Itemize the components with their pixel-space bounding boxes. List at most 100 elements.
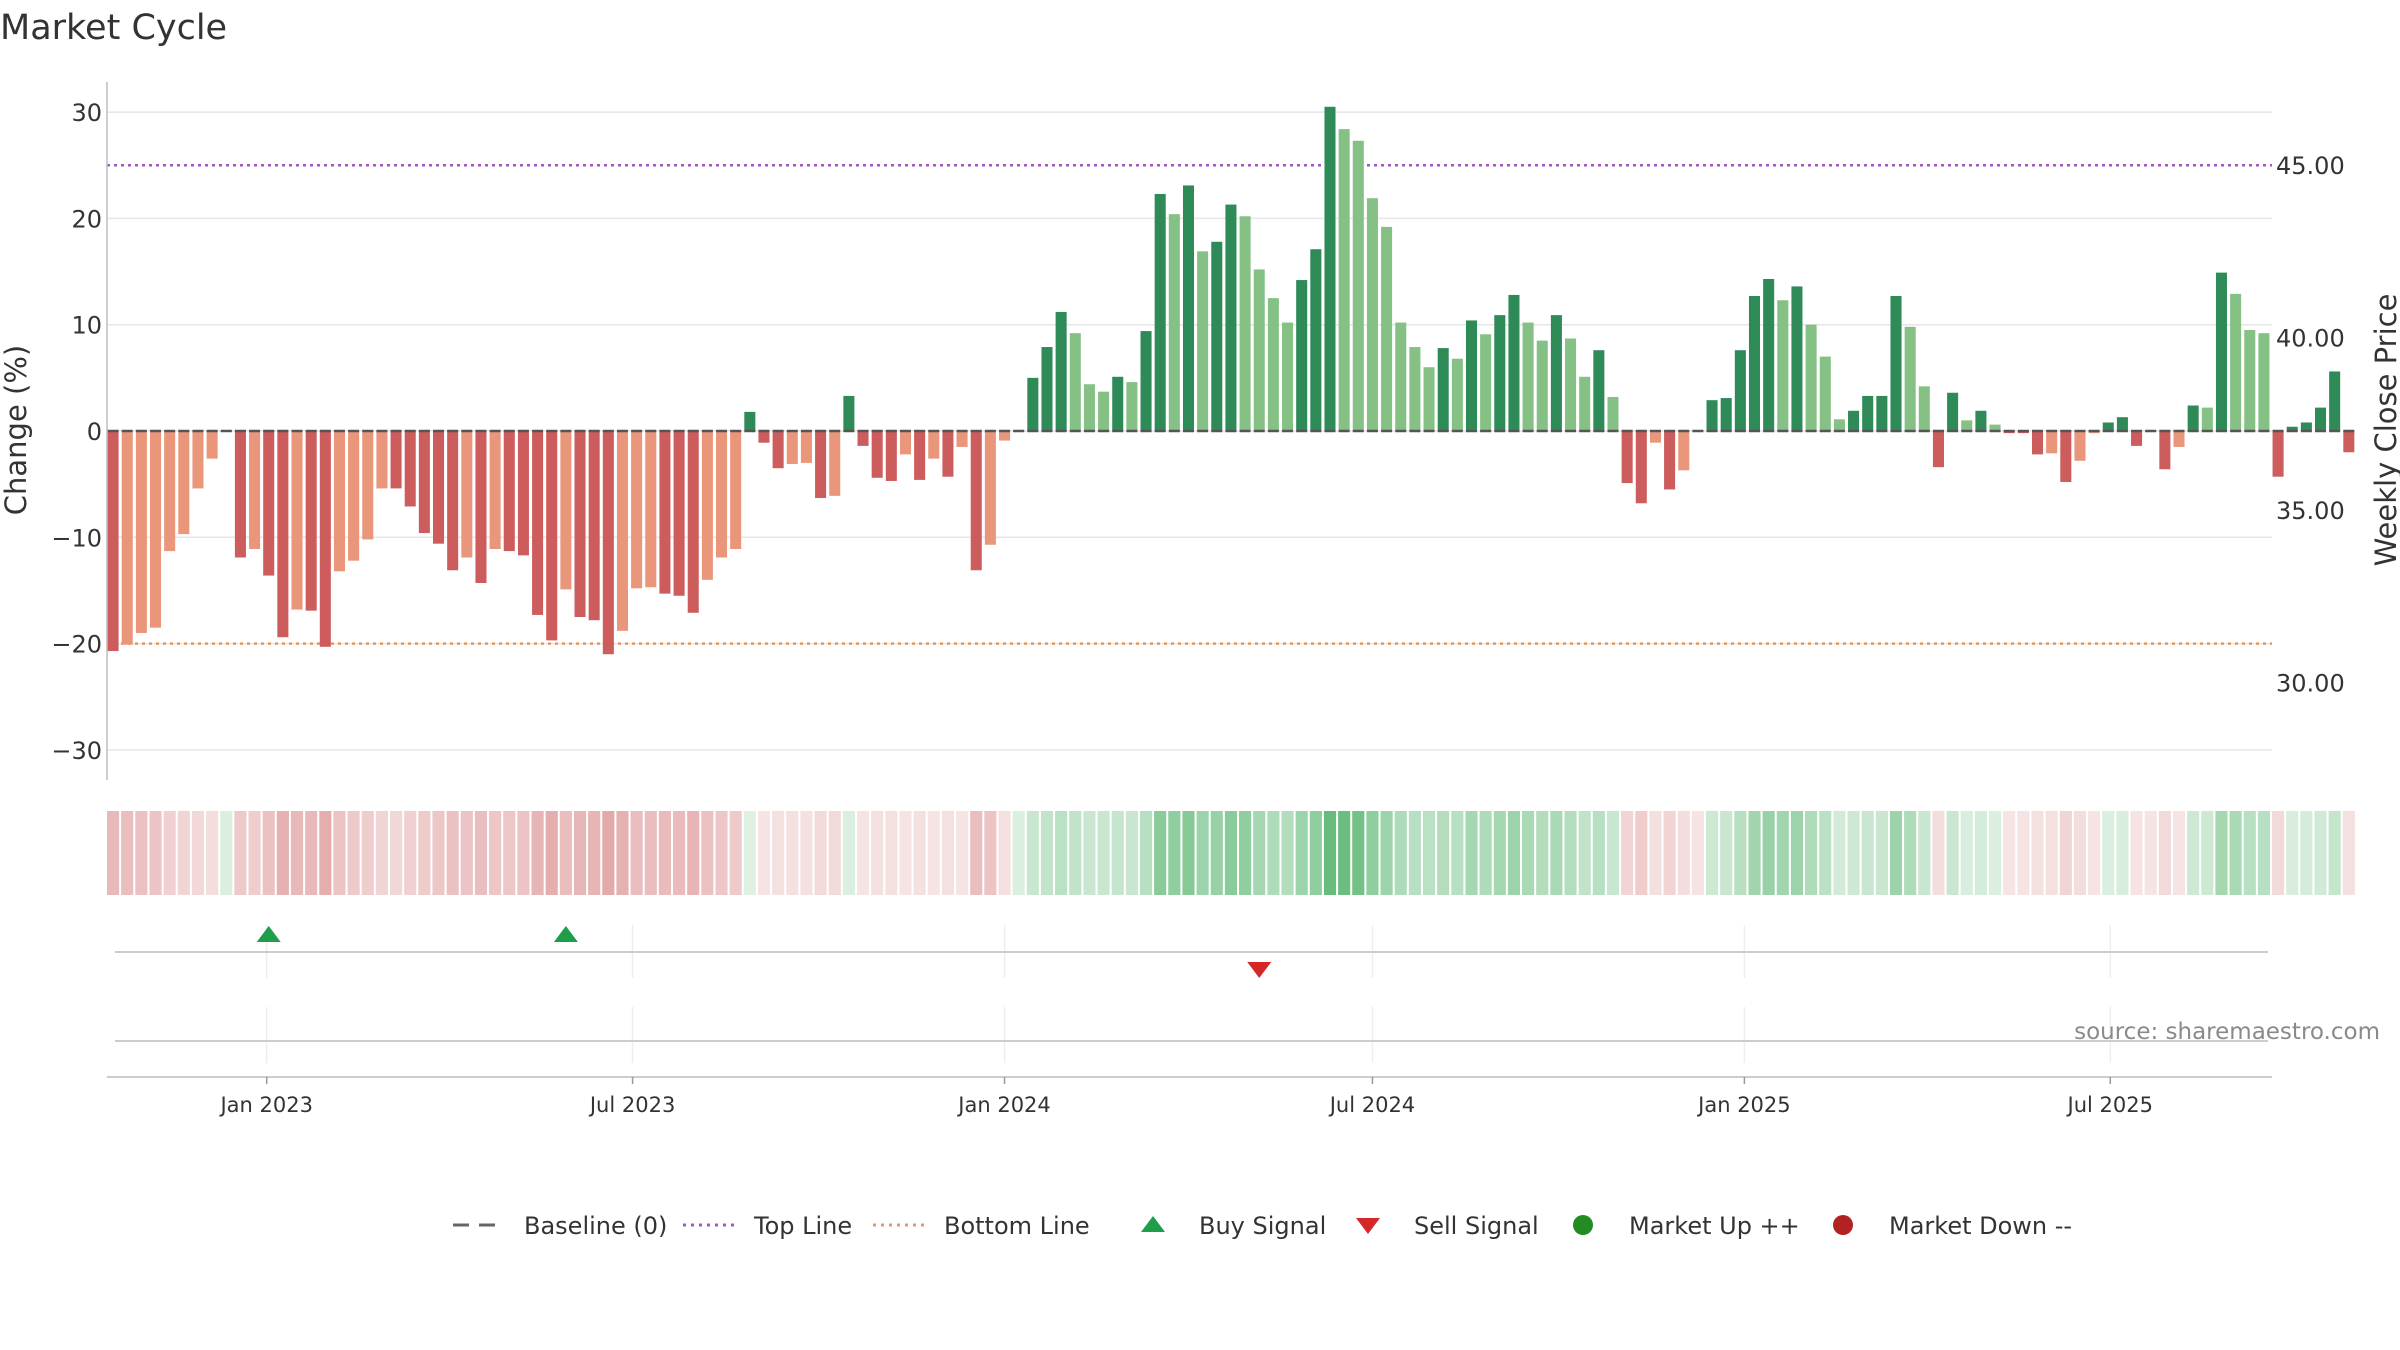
- strength-cell: [927, 811, 940, 895]
- bar: [2286, 426, 2298, 431]
- legend-item: Market Down --: [1833, 1212, 2072, 1240]
- bar: [532, 431, 544, 615]
- bar: [588, 431, 600, 621]
- strength-cell: [772, 811, 785, 895]
- strength-cell: [687, 811, 700, 895]
- strength-cell: [2088, 811, 2101, 895]
- strength-cell: [220, 811, 233, 895]
- bar: [489, 431, 501, 549]
- bar: [319, 431, 331, 647]
- bar: [687, 431, 699, 613]
- strength-cell: [446, 811, 459, 895]
- chart-title: Market Cycle: [0, 8, 227, 48]
- legend-item: Market Up ++: [1573, 1212, 1800, 1240]
- legend-swatch: [1833, 1215, 1853, 1235]
- strength-cell: [2201, 811, 2214, 895]
- bar: [984, 431, 996, 545]
- y-ticks-right: 45.00 40.00 35.00 30.00: [2276, 152, 2345, 698]
- strength-cell: [1437, 811, 1450, 895]
- bar: [1664, 431, 1676, 490]
- bar: [1565, 338, 1577, 431]
- bar: [461, 431, 473, 558]
- strength-cell: [941, 811, 955, 895]
- strength-cell: [1352, 811, 1365, 895]
- strength-cell: [375, 811, 388, 895]
- bar: [857, 431, 869, 446]
- bar: [333, 431, 345, 572]
- bar: [645, 431, 657, 588]
- strength-cell: [1946, 811, 1959, 895]
- strength-cell: [517, 811, 530, 895]
- bar: [121, 431, 133, 645]
- bar: [1310, 249, 1322, 431]
- bar: [1791, 286, 1803, 431]
- buy-signal-marker: [553, 926, 578, 942]
- strength-cell: [1493, 811, 1506, 895]
- bar: [1338, 129, 1350, 432]
- legend-item: Buy Signal: [1141, 1212, 1326, 1240]
- strength-cell: [1394, 811, 1407, 895]
- bar: [1607, 396, 1619, 431]
- bar: [843, 395, 855, 431]
- bar: [2201, 407, 2213, 431]
- bar: [1069, 333, 1081, 431]
- strength-cell: [1366, 811, 1379, 895]
- bar: [1366, 198, 1378, 431]
- bar: [1239, 216, 1251, 431]
- strength-cell: [602, 811, 615, 895]
- bar: [758, 431, 770, 443]
- strength-cell: [1592, 811, 1605, 895]
- bar: [2159, 431, 2171, 470]
- bar: [701, 431, 713, 580]
- strength-cell: [460, 811, 473, 895]
- strength-cell: [1677, 811, 1690, 895]
- strength-cell: [531, 811, 544, 895]
- strength-cell: [885, 811, 898, 895]
- bar: [602, 431, 614, 655]
- strength-cell: [432, 811, 445, 895]
- bar: [885, 431, 897, 481]
- bar: [1480, 334, 1492, 431]
- strength-cell: [1606, 811, 1620, 895]
- strength-cell: [503, 811, 516, 895]
- legend-label: Bottom Line: [944, 1212, 1090, 1240]
- legend-label: Sell Signal: [1414, 1212, 1539, 1240]
- bar: [2074, 431, 2086, 461]
- y-axis-title-right: Weekly Close Price: [2369, 294, 2400, 567]
- bar: [772, 431, 784, 469]
- bar: [914, 431, 926, 480]
- bar: [871, 431, 883, 478]
- legend-item: Bottom Line: [873, 1212, 1090, 1240]
- strength-cell: [1097, 811, 1110, 895]
- bar: [277, 431, 289, 638]
- strength-cell: [1705, 811, 1719, 895]
- strength-cell: [1762, 811, 1775, 895]
- bar: [503, 431, 515, 552]
- strength-cell: [248, 811, 261, 895]
- bar: [1083, 384, 1095, 431]
- bar: [956, 431, 968, 447]
- bar: [1635, 431, 1647, 504]
- strength-cell: [489, 811, 502, 895]
- strength-cell: [319, 811, 332, 895]
- bar: [744, 411, 756, 431]
- bar: [1522, 322, 1534, 431]
- strength-cell: [715, 811, 728, 895]
- strength-cell: [856, 811, 870, 895]
- strength-cell: [1734, 811, 1747, 895]
- strength-cell: [1889, 811, 1903, 895]
- strength-cell: [828, 811, 841, 895]
- strength-cell: [2059, 811, 2072, 895]
- bar: [1182, 185, 1195, 431]
- bar: [447, 431, 459, 571]
- strength-cell: [2300, 811, 2313, 895]
- bar: [928, 431, 940, 459]
- bar: [2315, 407, 2327, 431]
- strength-cell: [121, 811, 134, 895]
- bar: [1833, 419, 1845, 431]
- y-tick-label: −20: [51, 631, 102, 659]
- legend-label: Market Up ++: [1629, 1212, 1800, 1240]
- legend-item: Sell Signal: [1356, 1212, 1539, 1240]
- strength-cell: [276, 811, 289, 895]
